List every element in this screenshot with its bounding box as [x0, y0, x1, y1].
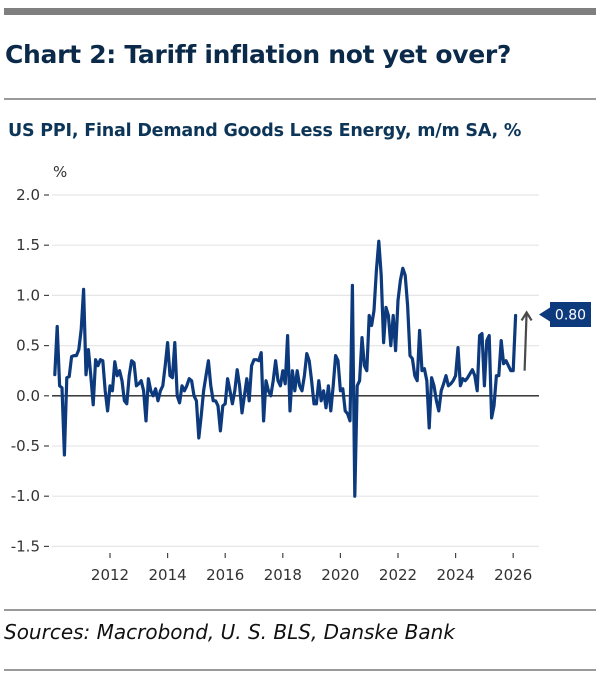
- y-tick-label: -0.5: [11, 437, 40, 455]
- data-points: [54, 241, 516, 497]
- y-tick-label: 0.5: [16, 337, 40, 355]
- x-tick-label: 2014: [149, 566, 187, 584]
- x-tick-label: 2012: [91, 566, 129, 584]
- gridlines: [52, 194, 539, 547]
- y-tick-label: 1.5: [16, 236, 40, 254]
- bottom-rule: [4, 669, 596, 671]
- x-axis: 2012 2014 2016 2018 2020 2022 2024 2026: [91, 553, 532, 584]
- y-tick-label: -1.5: [11, 537, 40, 555]
- y-tick-label: 0.0: [16, 387, 40, 405]
- series-line-ppi: [53, 239, 518, 498]
- x-tick-label: 2016: [206, 566, 244, 584]
- sources-note: Sources: Macrobond, U. S. BLS, Danske Ba…: [4, 620, 455, 644]
- arrow-up-icon: [520, 310, 533, 322]
- y-axis: 2.0 1.5 1.0 0.5 0.0 -0.5 -1.0 -1.5: [11, 186, 49, 555]
- y-tick-label: -1.0: [11, 487, 40, 505]
- y-tick-label: 1.0: [16, 286, 40, 304]
- last-value-label-box: [539, 301, 591, 327]
- x-tick-label: 2026: [494, 566, 532, 584]
- chart-title: Chart 2: Tariff inflation not yet over?: [5, 40, 512, 69]
- y-tick-label: 2.0: [16, 186, 40, 204]
- y-axis-unit-label: %: [53, 163, 67, 181]
- x-tick-label: 2018: [264, 566, 302, 584]
- footer-divider: [4, 609, 596, 611]
- top-rule: [4, 8, 596, 15]
- last-value-label: 0.80: [555, 307, 586, 323]
- x-tick-label: 2022: [379, 566, 417, 584]
- annotations: 0.80: [520, 301, 591, 371]
- x-tick-label: 2020: [321, 566, 359, 584]
- line-chart: 2.0 1.5 1.0 0.5 0.0 -0.5 -1.0 -1.5 2012 2014 2016…: [11, 163, 591, 584]
- arrow-shaft: [523, 312, 528, 371]
- title-divider: [4, 98, 596, 100]
- x-tick-label: 2024: [437, 566, 475, 584]
- chart-subtitle: US PPI, Final Demand Goods Less Energy, …: [8, 121, 522, 141]
